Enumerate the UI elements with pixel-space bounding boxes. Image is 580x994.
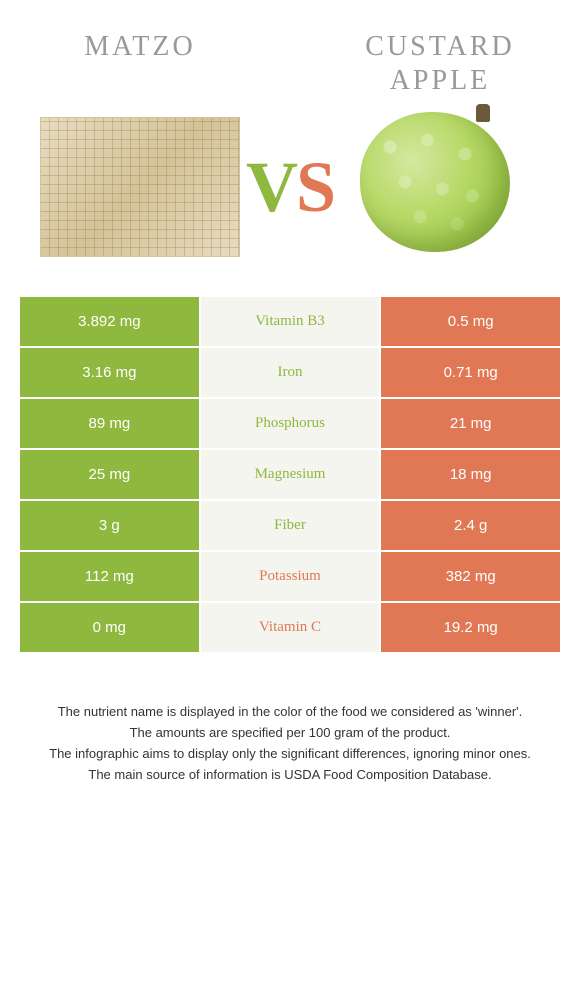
left-value: 3.892 mg [20, 297, 199, 346]
right-value: 2.4 g [381, 501, 560, 550]
left-value: 112 mg [20, 552, 199, 601]
vs-s: S [296, 147, 334, 227]
right-value: 382 mg [381, 552, 560, 601]
title-right: Custard Apple [340, 30, 540, 97]
left-value: 0 mg [20, 603, 199, 652]
title-left: Matzo [40, 30, 240, 97]
nutrient-label: Potassium [201, 552, 380, 601]
header: Matzo Custard Apple [0, 0, 580, 107]
nutrient-label: Vitamin C [201, 603, 380, 652]
footer-line: The nutrient name is displayed in the co… [20, 702, 560, 723]
table-row: 89 mgPhosphorus21 mg [20, 399, 560, 448]
vs-v: V [246, 147, 296, 227]
footer-line: The main source of information is USDA F… [20, 765, 560, 786]
nutrient-label: Vitamin B3 [201, 297, 380, 346]
table-row: 25 mgMagnesium18 mg [20, 450, 560, 499]
table-row: 3.892 mgVitamin B30.5 mg [20, 297, 560, 346]
right-value: 18 mg [381, 450, 560, 499]
nutrient-label: Phosphorus [201, 399, 380, 448]
right-value: 0.5 mg [381, 297, 560, 346]
table-row: 112 mgPotassium382 mg [20, 552, 560, 601]
right-value: 0.71 mg [381, 348, 560, 397]
footer-line: The amounts are specified per 100 gram o… [20, 723, 560, 744]
left-value: 25 mg [20, 450, 199, 499]
nutrient-label: Magnesium [201, 450, 380, 499]
images-row: VS [0, 107, 580, 277]
table-row: 3.16 mgIron0.71 mg [20, 348, 560, 397]
nutrient-label: Iron [201, 348, 380, 397]
comparison-table: 3.892 mgVitamin B30.5 mg3.16 mgIron0.71 … [20, 297, 560, 652]
footer-notes: The nutrient name is displayed in the co… [0, 672, 580, 815]
vs-label: VS [246, 146, 334, 229]
left-value: 3.16 mg [20, 348, 199, 397]
matzo-image [40, 117, 240, 257]
table-row: 0 mgVitamin C19.2 mg [20, 603, 560, 652]
right-value: 19.2 mg [381, 603, 560, 652]
footer-line: The infographic aims to display only the… [20, 744, 560, 765]
right-value: 21 mg [381, 399, 560, 448]
left-value: 89 mg [20, 399, 199, 448]
nutrient-label: Fiber [201, 501, 380, 550]
table-row: 3 gFiber2.4 g [20, 501, 560, 550]
left-value: 3 g [20, 501, 199, 550]
custard-apple-image [340, 117, 540, 257]
